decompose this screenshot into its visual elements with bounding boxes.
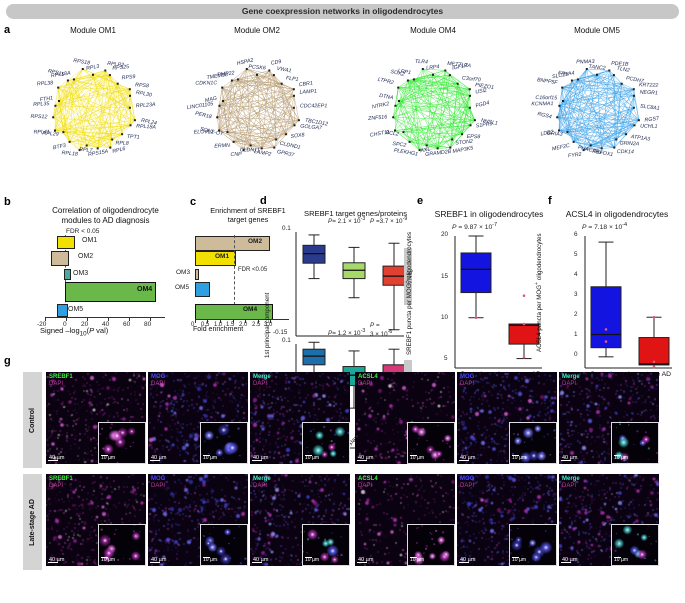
svg-text:ELOVL1: ELOVL1 <box>194 129 214 135</box>
svg-text:PLEKHG1: PLEKHG1 <box>393 148 418 158</box>
svg-text:GOLGA7: GOLGA7 <box>300 124 323 132</box>
svg-text:SLC25A4: SLC25A4 <box>552 70 575 80</box>
svg-text:RPL7: RPL7 <box>79 147 94 154</box>
svg-text:SLC8A1: SLC8A1 <box>640 103 660 112</box>
svg-text:LAMP1: LAMP1 <box>299 89 317 96</box>
svg-text:RPL23A: RPL23A <box>136 102 157 109</box>
svg-text:S1PR1: S1PR1 <box>475 121 493 130</box>
svg-text:C16orf15: C16orf15 <box>535 95 557 101</box>
svg-text:TLR4: TLR4 <box>415 59 428 66</box>
svg-text:RPS12: RPS12 <box>30 114 47 121</box>
svg-text:KCNMA1: KCNMA1 <box>531 101 553 107</box>
svg-text:CNP: CNP <box>230 152 242 158</box>
svg-text:SOX8: SOX8 <box>290 132 305 140</box>
svg-text:CDK14: CDK14 <box>617 149 634 155</box>
svg-text:PNMA3: PNMA3 <box>576 59 594 65</box>
svg-text:PER18: PER18 <box>194 111 212 121</box>
svg-text:MEF2C: MEF2C <box>552 143 571 153</box>
svg-text:TLN2: TLN2 <box>616 66 630 74</box>
svg-text:DTNA: DTNA <box>379 93 395 101</box>
svg-text:FYR2: FYR2 <box>568 152 582 160</box>
svg-text:ERMN: ERMN <box>214 143 230 150</box>
svg-text:RGS4: RGS4 <box>537 111 552 120</box>
svg-text:PCSK6: PCSK6 <box>248 64 266 71</box>
svg-text:RPL38: RPL38 <box>37 80 54 87</box>
svg-text:NTRK2: NTRK2 <box>372 101 390 110</box>
svg-text:RPL41: RPL41 <box>34 129 50 135</box>
svg-text:FTH1: FTH1 <box>40 95 54 103</box>
svg-text:TPT1: TPT1 <box>127 134 140 141</box>
svg-text:CLDN11: CLDN11 <box>240 147 260 153</box>
svg-text:PMP22: PMP22 <box>217 70 235 78</box>
svg-text:VWA1: VWA1 <box>276 66 292 75</box>
svg-text:LRP4: LRP4 <box>426 64 440 71</box>
svg-text:CBR1: CBR1 <box>298 80 313 88</box>
svg-text:RPL18: RPL18 <box>61 150 78 158</box>
svg-text:CDC42EP1: CDC42EP1 <box>300 103 327 109</box>
svg-text:RPL30: RPL30 <box>135 90 152 99</box>
svg-text:MAP3K5: MAP3K5 <box>452 145 474 155</box>
svg-text:CDKN1C: CDKN1C <box>195 80 217 86</box>
svg-text:USl2: USl2 <box>475 88 487 96</box>
svg-text:GRIN2A: GRIN2A <box>619 141 639 148</box>
svg-text:RPL6: RPL6 <box>112 146 126 155</box>
svg-text:ZNF516: ZNF516 <box>367 114 388 122</box>
svg-text:FGD4: FGD4 <box>475 100 490 109</box>
svg-text:RGS7: RGS7 <box>644 116 660 124</box>
svg-text:RPS9: RPS9 <box>121 74 135 81</box>
svg-text:RPS25: RPS25 <box>112 64 129 72</box>
svg-text:FLP1: FLP1 <box>286 75 299 83</box>
svg-text:UCHL1: UCHL1 <box>640 124 658 130</box>
svg-text:CHST11: CHST11 <box>369 129 390 138</box>
svg-text:LTPR2: LTPR2 <box>377 77 394 87</box>
svg-text:NEGR1: NEGR1 <box>640 90 659 97</box>
svg-text:RPL18A: RPL18A <box>136 124 157 131</box>
svg-text:RPS8: RPS8 <box>135 82 149 89</box>
svg-text:TANC2: TANC2 <box>588 64 606 72</box>
svg-text:RPS18: RPS18 <box>73 58 91 67</box>
svg-text:KRT222: KRT222 <box>639 82 659 88</box>
svg-text:GPR37: GPR37 <box>276 149 295 159</box>
svg-text:MAG: MAG <box>205 96 218 105</box>
